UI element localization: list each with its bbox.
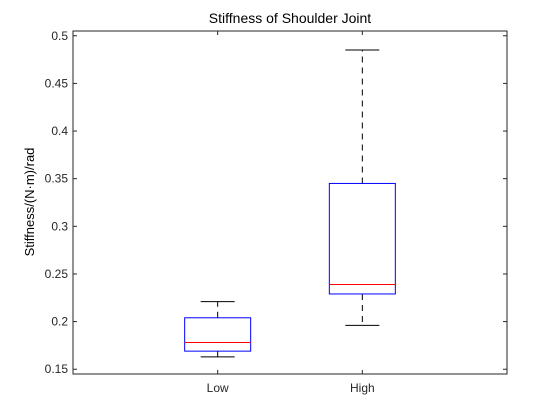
y-tick-label: 0.3 (51, 219, 68, 233)
x-tick-label: Low (207, 381, 229, 395)
y-axis-label: Stiffness/(N·m)/rad (22, 148, 37, 257)
y-tick-label: 0.35 (45, 172, 69, 186)
y-tick-label: 0.4 (51, 124, 68, 138)
y-tick-label: 0.5 (51, 29, 68, 43)
y-tick-label: 0.45 (45, 76, 69, 90)
axis-ticks: 0.15 0.2 0.25 0.3 0.35 0.4 0.45 0.5 Low High (45, 29, 507, 395)
interquartile-box (184, 317, 252, 352)
y-tick-label: 0.2 (51, 315, 68, 329)
axes-frame (72, 30, 508, 375)
y-tick-label: 0.25 (45, 267, 69, 281)
chart-title: Stiffness of Shoulder Joint (209, 10, 372, 26)
box-low (184, 301, 252, 358)
box-high (328, 49, 396, 326)
y-tick-label: 0.15 (45, 362, 69, 376)
x-tick-label: High (350, 381, 375, 395)
box-series (184, 49, 396, 358)
axes-background (73, 31, 507, 374)
interquartile-box (328, 182, 396, 295)
